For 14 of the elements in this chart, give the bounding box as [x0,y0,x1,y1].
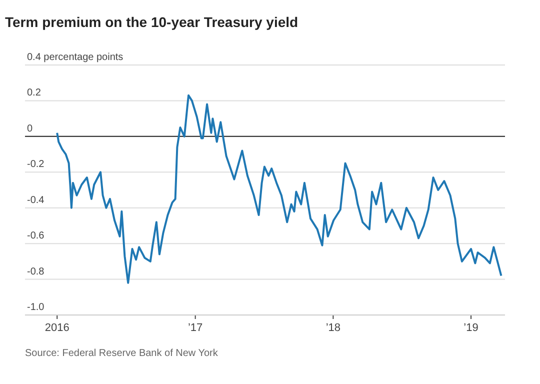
y-tick-label: -0.2 [27,159,45,170]
x-tick-label: ’18 [326,322,341,334]
y-tick-label: -1.0 [27,302,45,313]
y-tick-label: 0 [27,123,33,134]
chart-title: Term premium on the 10-year Treasury yield [5,14,298,30]
y-tick-label: -0.6 [27,230,45,242]
y-tick-label: 0.4 percentage points [27,52,124,63]
y-tick-label: -0.8 [27,266,45,278]
y-tick-label: -0.4 [27,194,45,206]
y-tick-label: 0.2 [27,88,42,99]
x-tick-label: ’19 [464,322,478,334]
x-tick-label: 2016 [44,322,70,334]
source-note: Source: Federal Reserve Bank of New York [25,348,219,359]
x-tick-label: ’17 [188,322,203,334]
